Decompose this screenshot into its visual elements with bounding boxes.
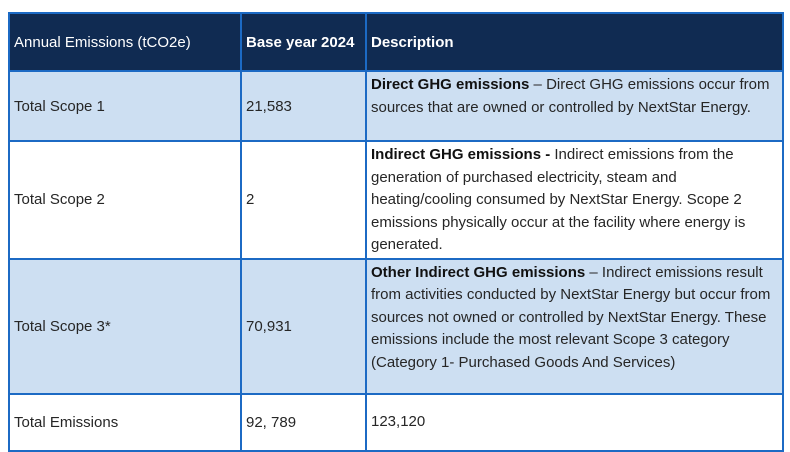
- total-emissions-label: Total Emissions: [8, 392, 242, 452]
- header-cell-base-year: Base year 2024: [240, 12, 367, 72]
- total-emissions-desc-text: 123,120: [371, 413, 426, 431]
- scope-3-label: Total Scope 3*: [8, 257, 242, 395]
- scope-3-desc-heading: Other Indirect GHG emissions: [371, 263, 586, 281]
- table-row-scope-3: Total Scope 3* 70,931 Other Indirect GHG…: [8, 257, 784, 395]
- table-header-row: Annual Emissions (tCO2e) Base year 2024 …: [8, 12, 784, 72]
- scope-1-description: Direct GHG emissions – Direct GHG emissi…: [365, 70, 784, 142]
- table-row-scope-2: Total Scope 2 2 Indirect GHG emissions -…: [8, 140, 784, 260]
- total-emissions-value: 92, 789: [240, 392, 367, 452]
- scope-2-desc-text: Indirect emissions from the generation o…: [371, 146, 746, 253]
- scope-3-desc-text: – Indirect emissions result from activit…: [371, 263, 771, 371]
- scope-1-label: Total Scope 1: [8, 70, 242, 142]
- scope-2-description: Indirect GHG emissions - Indirect emissi…: [365, 140, 784, 260]
- header-cell-annual-emissions: Annual Emissions (tCO2e): [8, 12, 242, 72]
- scope-2-value: 2: [240, 140, 367, 260]
- annual-emissions-table: Annual Emissions (tCO2e) Base year 2024 …: [8, 12, 784, 452]
- total-emissions-description: 123,120: [365, 392, 784, 452]
- scope-2-desc-heading: Indirect GHG emissions -: [371, 146, 551, 163]
- scope-1-value: 21,583: [240, 70, 367, 142]
- scope-3-description: Other Indirect GHG emissions – Indirect …: [365, 257, 784, 395]
- table-row-scope-1: Total Scope 1 21,583 Direct GHG emission…: [8, 70, 784, 142]
- header-cell-description: Description: [365, 12, 784, 72]
- table-row-total-emissions: Total Emissions 92, 789 123,120: [8, 392, 784, 452]
- scope-2-label: Total Scope 2: [8, 140, 242, 260]
- emissions-table-container: Annual Emissions (tCO2e) Base year 2024 …: [8, 12, 784, 452]
- scope-3-value: 70,931: [240, 257, 367, 395]
- scope-1-desc-heading: Direct GHG emissions: [371, 76, 530, 93]
- scope-1-desc-text: – Direct GHG emissions occur from source…: [371, 76, 770, 116]
